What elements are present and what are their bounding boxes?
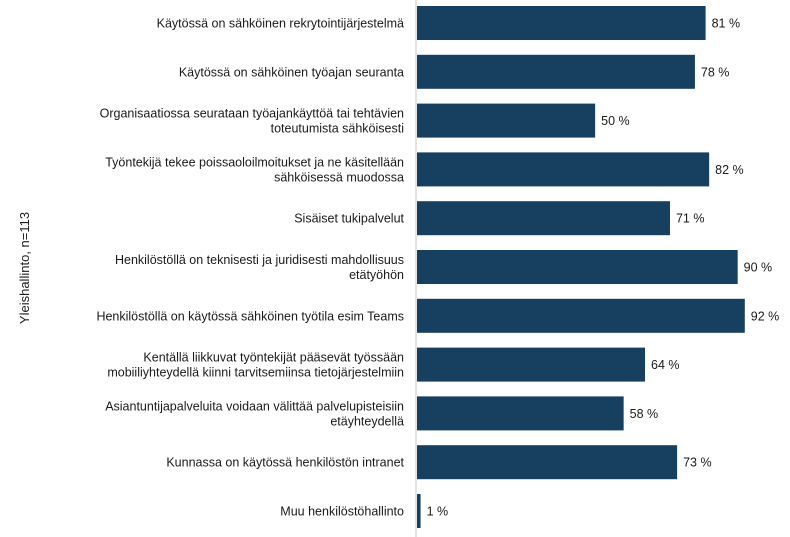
data-label: 82 %	[715, 163, 744, 177]
data-label: 1 %	[427, 505, 449, 519]
category-label: Asiantuntijapalveluita voidaan välittää …	[105, 399, 404, 428]
bar	[417, 6, 706, 40]
category-label: Työntekijä tekee poissaoloilmoitukset ja…	[105, 155, 404, 184]
bar	[417, 152, 710, 187]
data-label: 81 %	[712, 17, 741, 31]
data-label: 78 %	[701, 65, 730, 79]
bar	[417, 103, 596, 138]
bar	[417, 445, 678, 480]
data-label: 90 %	[744, 261, 773, 275]
bar	[417, 54, 695, 89]
y-axis-label: Yleishallinto, n=113	[17, 212, 32, 324]
bar	[417, 396, 624, 431]
bar	[417, 201, 670, 236]
data-label: 64 %	[651, 358, 680, 372]
category-label: Sisäiset tukipalvelut	[294, 212, 404, 226]
category-label: Kentällä liikkuvat työntekijät pääsevät …	[107, 351, 404, 380]
category-label: Käytössä on sähköinen työajan seuranta	[179, 65, 404, 79]
category-label: Kunnassa on käytössä henkilöstön intrane…	[166, 456, 404, 470]
category-label: Henkilöstöllä on käytössä sähköinen työt…	[96, 309, 404, 323]
category-label: Henkilöstöllä on teknisesti ja juridises…	[115, 253, 404, 282]
category-label: Käytössä on sähköinen rekrytointijärjest…	[157, 17, 404, 31]
category-labels: Käytössä on sähköinen rekrytointijärjest…	[96, 17, 404, 519]
category-label: Organisaatiossa seurataan työajankäyttöä…	[100, 107, 404, 136]
category-label: Muu henkilöstöhallinto	[280, 505, 404, 519]
data-label: 92 %	[751, 309, 780, 323]
data-label: 50 %	[601, 114, 630, 128]
bar	[417, 298, 745, 333]
data-label: 58 %	[630, 407, 659, 421]
data-label: 71 %	[676, 212, 705, 226]
bar	[417, 347, 646, 382]
data-label: 73 %	[683, 456, 712, 470]
value-labels: 81 % 78 % 50 % 82 % 71 % 90 % 92 % 64 % 58 % 73 %…	[427, 17, 780, 519]
bar	[417, 494, 421, 528]
bar	[417, 250, 738, 284]
bars	[417, 6, 745, 528]
